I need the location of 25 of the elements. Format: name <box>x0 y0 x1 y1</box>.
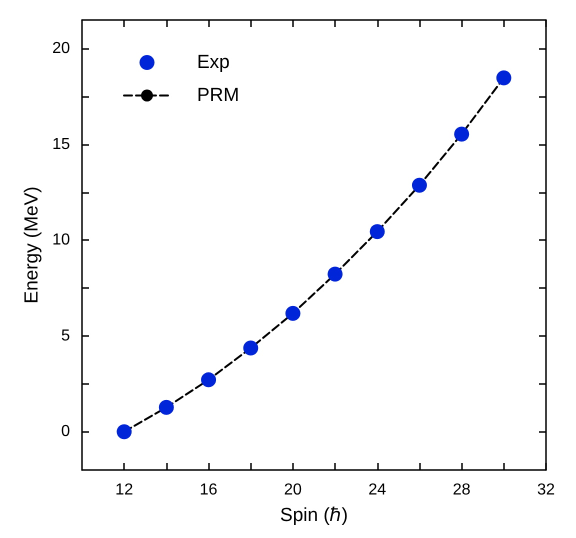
x-tick-label: 12 <box>115 482 134 498</box>
point <box>158 400 174 415</box>
y-tick-label: 5 <box>61 327 70 344</box>
x-tick-label: 28 <box>452 482 471 498</box>
point <box>496 70 512 86</box>
x-axis-title: Spin (ℏ) <box>280 505 348 526</box>
y-tick-label: 10 <box>52 232 70 249</box>
y-tick-label: 20 <box>52 40 70 58</box>
point <box>285 306 300 321</box>
point <box>328 266 343 282</box>
point <box>412 178 427 193</box>
point <box>243 340 258 356</box>
x-tick-label: 16 <box>200 482 218 498</box>
y-tick-label: 0 <box>61 423 70 440</box>
legend-label: PRM <box>197 85 240 106</box>
x-tick-label: 24 <box>368 482 386 498</box>
legend-label: Exp <box>197 52 230 73</box>
x-tick-label: 32 <box>537 482 555 498</box>
point <box>370 224 385 240</box>
point <box>201 372 216 388</box>
point <box>454 126 470 142</box>
y-tick-label: 15 <box>52 136 70 153</box>
x-tick-label: 20 <box>284 482 302 498</box>
point <box>116 424 132 440</box>
y-axis-title: Energy (MeV) <box>21 186 42 304</box>
